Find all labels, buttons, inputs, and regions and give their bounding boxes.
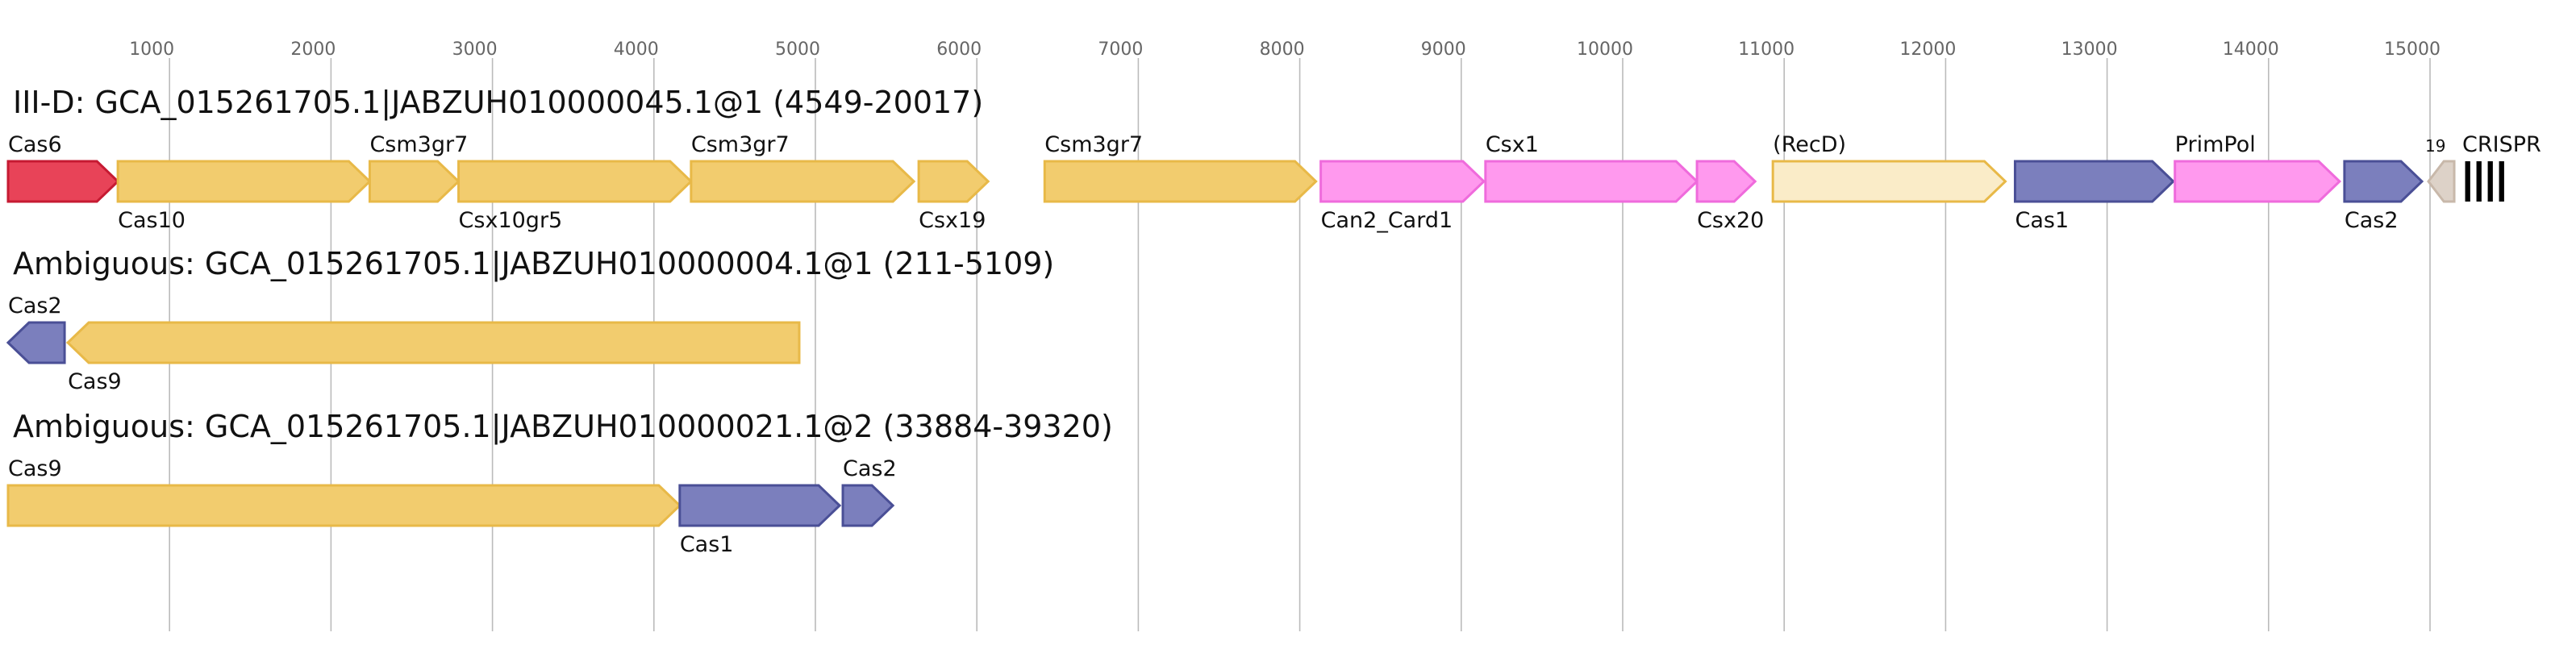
crispr-repeat-bar xyxy=(2487,161,2493,202)
gene-label: Cas1 xyxy=(2015,208,2069,233)
axis-tick-label: 3000 xyxy=(452,40,498,60)
axis-tick-label: 11000 xyxy=(1738,40,1794,60)
axis-tick-label: 4000 xyxy=(614,40,659,60)
track: Ambiguous: GCA_015261705.1|JABZUH0100000… xyxy=(6,246,1054,394)
crispr-repeat-bar xyxy=(2476,161,2482,202)
gene-arrow xyxy=(1695,160,1757,203)
gene-arrow xyxy=(841,484,895,527)
gene-label: Cas10 xyxy=(118,208,185,233)
axis-tick-label: 12000 xyxy=(1899,40,1956,60)
gene-arrow xyxy=(2343,160,2424,203)
axis-tick-label: 13000 xyxy=(2061,40,2118,60)
crispr-repeat-bar xyxy=(2465,161,2470,202)
gene-arrow xyxy=(6,484,682,527)
axis-tick-label: 9000 xyxy=(1421,40,1466,60)
gene-arrow xyxy=(1319,160,1486,203)
gene-label: Csm3gr7 xyxy=(369,132,468,157)
axis-tick-label: 15000 xyxy=(2384,40,2441,60)
gene-label: Csm3gr7 xyxy=(691,132,790,157)
gene-label: Csm3gr7 xyxy=(1044,132,1143,157)
gene-label: Csx20 xyxy=(1697,208,1764,233)
gene-arrow xyxy=(6,160,120,203)
tracks: III-D: GCA_015261705.1|JABZUH010000045.1… xyxy=(6,85,2541,557)
gene-label: Csx19 xyxy=(919,208,986,233)
track-title: Ambiguous: GCA_015261705.1|JABZUH0100000… xyxy=(13,246,1054,282)
gene-arrow xyxy=(917,160,990,203)
gene-label: Cas2 xyxy=(843,456,897,481)
gene-arrow xyxy=(678,484,842,527)
track-title: Ambiguous: GCA_015261705.1|JABZUH0100000… xyxy=(13,409,1113,445)
gene-arrow xyxy=(116,160,372,203)
gene-label: Csx10gr5 xyxy=(459,208,563,233)
axis-tick-label: 10000 xyxy=(1577,40,1633,60)
axis-tick-label: 7000 xyxy=(1098,40,1143,60)
gene-arrow xyxy=(457,160,694,203)
gene-label: 19 xyxy=(2425,136,2445,156)
gene-label: Can2_Card1 xyxy=(1321,208,1453,233)
track: Ambiguous: GCA_015261705.1|JABZUH0100000… xyxy=(6,409,1113,557)
axis-tick-label: 8000 xyxy=(1260,40,1305,60)
gene-label: Csx1 xyxy=(1486,132,1539,157)
axis-tick-label: 14000 xyxy=(2223,40,2279,60)
gene-label: PrimPol xyxy=(2175,132,2256,157)
axis-tick-label: 5000 xyxy=(775,40,820,60)
gene-arrow xyxy=(368,160,461,203)
gene-label: Cas9 xyxy=(8,456,62,481)
gene-label: Cas9 xyxy=(68,369,122,394)
gene-arrow xyxy=(6,321,66,364)
gene-label: (RecD) xyxy=(1773,132,1846,157)
gene-arrow xyxy=(65,321,801,364)
gene-arrow xyxy=(1771,160,2007,203)
gene-arrow xyxy=(2174,160,2342,203)
axis-tick-label: 1000 xyxy=(129,40,174,60)
crispr-label: CRISPR xyxy=(2462,132,2541,157)
gene-label: Cas2 xyxy=(8,293,62,318)
track-title: III-D: GCA_015261705.1|JABZUH010000045.1… xyxy=(13,85,983,121)
gene-arrow xyxy=(1043,160,1318,203)
track: III-D: GCA_015261705.1|JABZUH010000045.1… xyxy=(6,85,2541,233)
gene-arrow xyxy=(1484,160,1699,203)
gene-arrow xyxy=(690,160,916,203)
gene-label: Cas6 xyxy=(8,132,62,157)
axis-tick-label: 6000 xyxy=(936,40,982,60)
gene-arrow xyxy=(2013,160,2175,203)
crispr-repeat-bar xyxy=(2499,161,2504,202)
gene-arrow xyxy=(2427,160,2456,203)
gene-label: Cas1 xyxy=(680,532,734,557)
axis-tick-label: 2000 xyxy=(290,40,336,60)
gene-label: Cas2 xyxy=(2345,208,2399,233)
